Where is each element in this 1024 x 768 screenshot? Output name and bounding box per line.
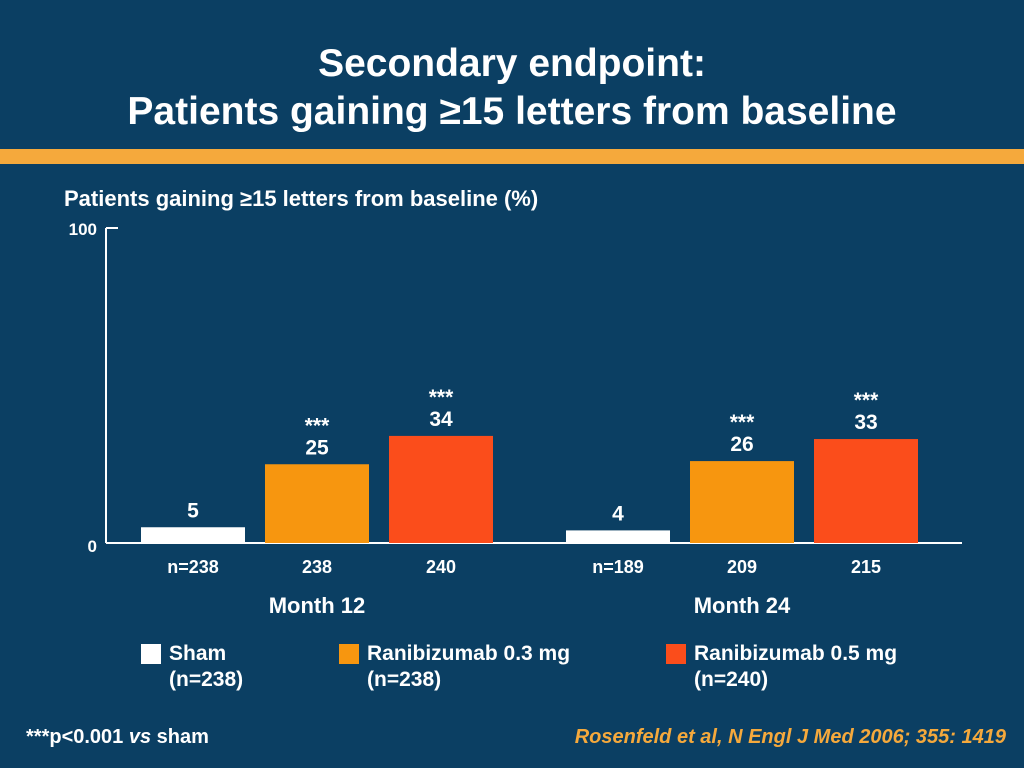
legend-label-ranibizumab-05: Ranibizumab 0.5 mg	[694, 642, 898, 665]
significance-marker-g1-2: ***	[305, 414, 330, 437]
significance-marker-g1-3: ***	[429, 386, 454, 409]
n-label-g1-1: n=238	[167, 557, 219, 577]
citation: Rosenfeld et al, N Engl J Med 2006; 355:…	[574, 726, 1006, 748]
n-label-g2-1: n=189	[592, 557, 644, 577]
legend-label-sham: Sham	[169, 642, 227, 665]
legend-n-ranibizumab-03: (n=238)	[367, 668, 442, 691]
chart-title: Patients gaining ≥15 letters from baseli…	[64, 186, 539, 211]
significance-marker-g2-2: ***	[730, 411, 755, 434]
legend-n-sham: (n=238)	[169, 668, 244, 691]
n-label-g1-2: 238	[302, 557, 332, 577]
footnote-prefix: ***p<0.001	[26, 726, 129, 748]
bar-g1-1	[141, 527, 245, 543]
legend-item-sham: Sham (n=238)	[141, 641, 243, 693]
group-label-1: Month 12	[269, 593, 366, 618]
title-divider	[0, 149, 1024, 164]
legend-swatch-sham	[141, 644, 161, 664]
data-label-g2-2: 26	[730, 433, 753, 456]
data-label-g2-1: 4	[612, 502, 624, 525]
data-label-g1-2: 25	[305, 436, 329, 459]
data-label-g2-3: 33	[854, 411, 877, 434]
bar-g1-3	[389, 435, 493, 543]
y-tick-label-max: 100	[69, 220, 97, 239]
group-label-2: Month 24	[694, 593, 791, 618]
legend-item-ranibizumab-03: Ranibizumab 0.3 mg (n=238)	[339, 641, 570, 693]
slide-title-line2: Patients gaining ≥15 letters from baseli…	[127, 90, 897, 133]
bar-g2-1	[566, 530, 670, 543]
data-label-g1-1: 5	[187, 499, 199, 522]
legend-item-ranibizumab-05: Ranibizumab 0.5 mg (n=240)	[666, 641, 897, 693]
legend-n-ranibizumab-05: (n=240)	[694, 668, 769, 691]
n-label-g1-3: 240	[426, 557, 456, 577]
footnote-suffix: sham	[151, 726, 209, 748]
legend-swatch-ranibizumab-03	[339, 644, 359, 664]
data-label-g1-3: 34	[429, 408, 453, 431]
y-tick-label-zero: 0	[88, 537, 97, 556]
significance-marker-g2-3: ***	[854, 389, 879, 412]
slide-title-line1: Secondary endpoint:	[318, 42, 706, 85]
significance-footnote: ***p<0.001 vs sham	[26, 726, 209, 749]
n-label-g2-2: 209	[727, 557, 757, 577]
footnote-vs: vs	[128, 726, 152, 748]
bar-g1-2	[265, 464, 369, 543]
n-label-g2-3: 215	[851, 557, 881, 577]
legend-label-ranibizumab-03: Ranibizumab 0.3 mg	[367, 642, 571, 665]
slide-title: Secondary endpoint: Patients gaining ≥15…	[0, 40, 1024, 136]
bar-g2-3	[814, 439, 918, 543]
legend-swatch-ranibizumab-05	[666, 644, 686, 664]
bar-g2-2	[690, 461, 794, 543]
